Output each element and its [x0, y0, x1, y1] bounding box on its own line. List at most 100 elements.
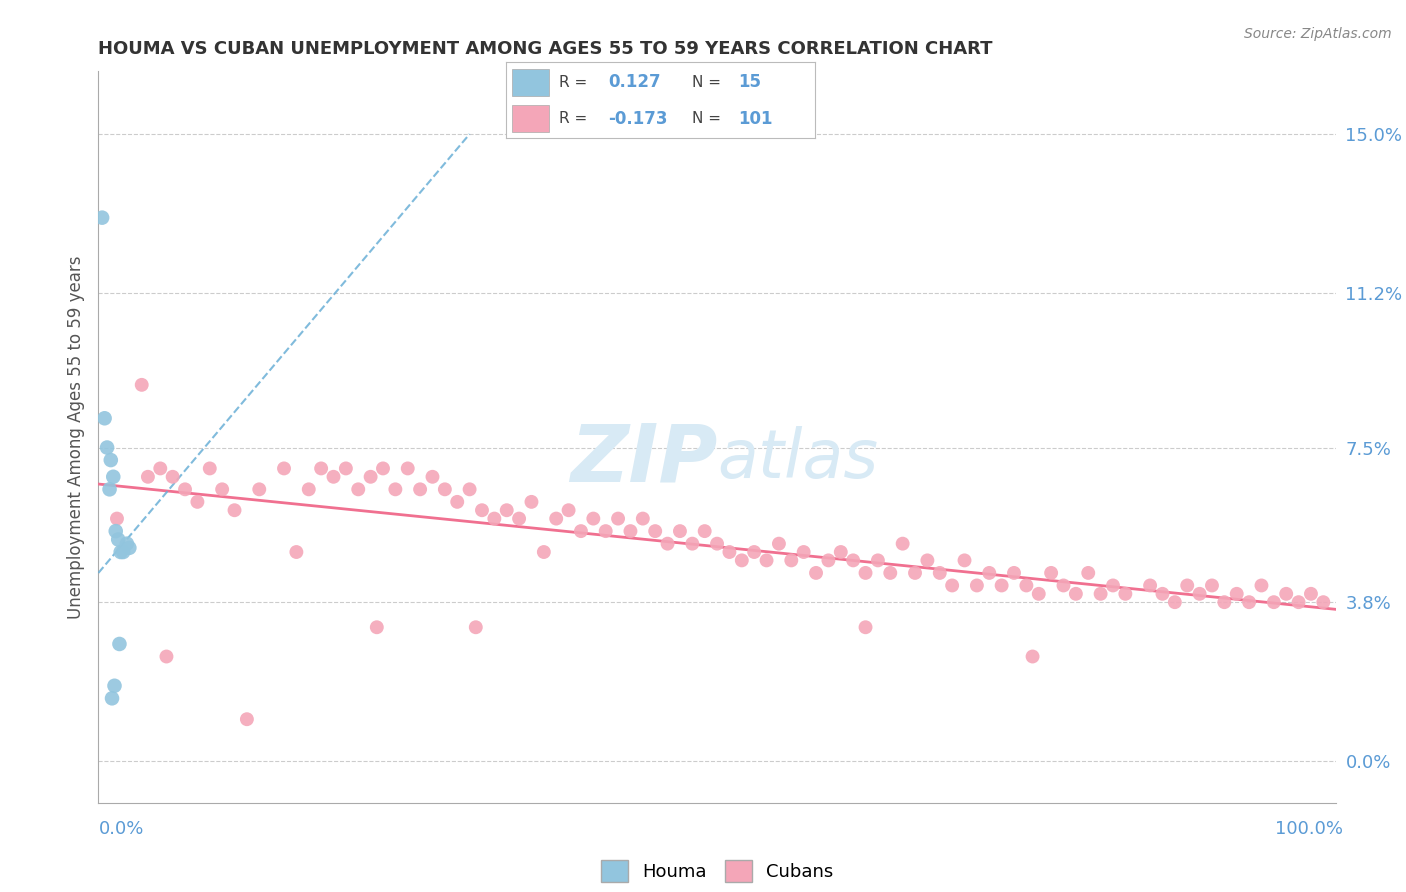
Point: [1002, 566, 1025, 580]
Point: [446, 495, 468, 509]
Point: [1164, 595, 1187, 609]
Point: [100, 453, 122, 467]
Text: Source: ZipAtlas.com: Source: ZipAtlas.com: [1244, 27, 1392, 41]
Point: [96, 441, 118, 455]
Point: [693, 524, 716, 538]
Point: [1052, 578, 1074, 592]
Point: [804, 566, 827, 580]
Point: [817, 553, 839, 567]
Text: atlas: atlas: [717, 426, 879, 492]
Point: [1201, 578, 1223, 592]
Point: [273, 461, 295, 475]
Text: ZIP: ZIP: [569, 420, 717, 498]
Y-axis label: Unemployment Among Ages 55 to 59 years: Unemployment Among Ages 55 to 59 years: [66, 255, 84, 619]
Point: [471, 503, 494, 517]
Point: [1175, 578, 1198, 592]
Point: [644, 524, 666, 538]
Point: [1028, 587, 1050, 601]
Point: [657, 536, 679, 550]
Point: [780, 553, 803, 567]
Point: [484, 511, 506, 525]
Point: [347, 483, 370, 497]
Point: [371, 461, 394, 475]
Point: [1263, 595, 1285, 609]
Point: [928, 566, 950, 580]
Point: [953, 553, 976, 567]
Point: [607, 511, 630, 525]
Point: [198, 461, 221, 475]
Point: [1021, 649, 1043, 664]
Bar: [512, 69, 550, 95]
Point: [409, 483, 432, 497]
Point: [1226, 587, 1249, 601]
Point: [107, 533, 129, 547]
Point: [247, 483, 270, 497]
Point: [1015, 578, 1038, 592]
Point: [384, 483, 406, 497]
Legend: Houma, Cubans: Houma, Cubans: [593, 853, 841, 888]
Point: [941, 578, 963, 592]
Text: N =: N =: [692, 75, 721, 90]
Point: [104, 524, 127, 538]
Point: [115, 536, 138, 550]
Point: [631, 511, 654, 525]
Point: [174, 483, 197, 497]
Point: [1064, 587, 1087, 601]
Point: [582, 511, 605, 525]
Point: [1139, 578, 1161, 592]
Point: [98, 483, 121, 497]
Point: [855, 620, 877, 634]
Point: [1040, 566, 1063, 580]
Point: [236, 712, 259, 726]
Text: R =: R =: [558, 75, 586, 90]
Point: [681, 536, 703, 550]
Point: [966, 578, 988, 592]
Point: [1299, 587, 1322, 601]
Point: [103, 679, 125, 693]
Text: 15: 15: [738, 73, 761, 91]
Point: [458, 483, 481, 497]
Point: [1188, 587, 1211, 601]
Point: [731, 553, 754, 567]
Point: [309, 461, 332, 475]
Point: [112, 545, 135, 559]
Point: [118, 541, 141, 555]
Point: [186, 495, 208, 509]
Point: [1152, 587, 1174, 601]
Point: [866, 553, 889, 567]
Point: [706, 536, 728, 550]
Point: [1275, 587, 1298, 601]
Point: [768, 536, 790, 550]
Point: [1114, 587, 1136, 601]
Point: [520, 495, 543, 509]
Point: [855, 566, 877, 580]
Point: [595, 524, 617, 538]
Point: [917, 553, 939, 567]
Point: [360, 470, 382, 484]
Point: [108, 637, 131, 651]
Point: [1213, 595, 1236, 609]
Point: [149, 461, 172, 475]
Point: [1090, 587, 1112, 601]
Point: [1077, 566, 1099, 580]
Point: [669, 524, 692, 538]
Point: [904, 566, 927, 580]
Text: 101: 101: [738, 110, 773, 128]
Point: [433, 483, 456, 497]
Text: 0.0%: 0.0%: [98, 820, 143, 838]
Text: R =: R =: [558, 111, 586, 126]
Point: [155, 649, 177, 664]
Point: [110, 545, 132, 559]
Point: [464, 620, 486, 634]
Point: [619, 524, 641, 538]
Point: [396, 461, 419, 475]
Point: [335, 461, 357, 475]
Point: [1102, 578, 1125, 592]
Point: [162, 470, 184, 484]
Point: [1250, 578, 1272, 592]
Text: -0.173: -0.173: [609, 110, 668, 128]
Point: [298, 483, 321, 497]
Point: [1288, 595, 1310, 609]
Point: [101, 691, 124, 706]
Point: [103, 470, 125, 484]
